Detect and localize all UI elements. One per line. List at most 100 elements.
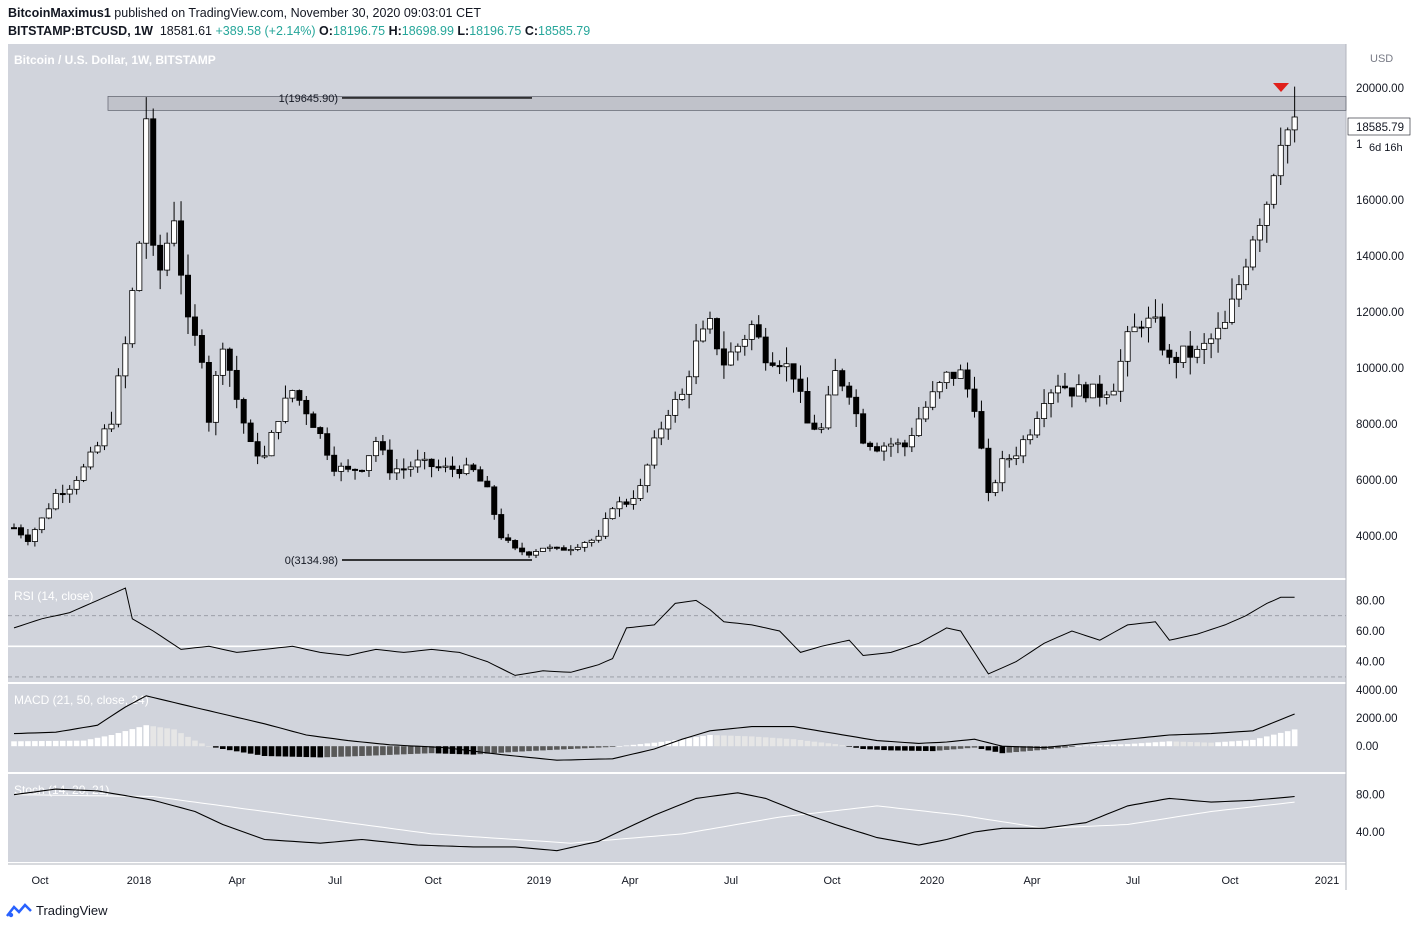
price-tick-label: 6000.00 <box>1356 475 1398 487</box>
candle-body <box>1215 327 1222 340</box>
candle-body <box>365 455 372 471</box>
candle-body <box>247 422 254 443</box>
indicator-tick-label: 2000.00 <box>1356 713 1398 725</box>
time-tick-label: Oct <box>1221 875 1238 887</box>
macd-histogram-bar <box>1277 732 1284 747</box>
macd-histogram-bar <box>484 746 491 754</box>
candle-body <box>1131 326 1138 333</box>
price-chart[interactable]: 1(19645.90) 0(3134.98) RSI (14, close) 80.… <box>0 0 1420 900</box>
candle-body <box>1096 383 1103 398</box>
candle-body <box>386 449 393 474</box>
candle-body <box>358 469 365 472</box>
candle-body <box>1048 392 1055 404</box>
macd-histogram-bar <box>1083 745 1089 747</box>
macd-histogram-bar <box>1270 734 1277 747</box>
fib-level-1-label: 1(19645.90) <box>279 93 338 105</box>
macd-histogram-bar <box>185 736 191 747</box>
macd-histogram-bar <box>1048 746 1054 749</box>
time-tick-label: 2019 <box>527 875 551 887</box>
price-tick-label: 4000.00 <box>1356 531 1398 543</box>
candle-body <box>1263 203 1270 226</box>
candle-body <box>407 466 414 470</box>
candle-body <box>24 534 31 542</box>
macd-histogram-bar <box>1166 741 1173 747</box>
macd-histogram-bar <box>888 746 894 751</box>
rsi-line <box>13 587 1295 676</box>
macd-histogram-bar <box>1222 741 1228 747</box>
macd-histogram-bar <box>11 741 17 747</box>
candle-body <box>317 427 324 435</box>
candle-body <box>978 411 985 449</box>
candle-body <box>10 527 17 530</box>
candle-body <box>881 445 888 452</box>
macd-histogram-bar <box>435 746 442 754</box>
macd-histogram-bar <box>616 746 623 747</box>
candle-body <box>686 376 693 395</box>
high-label: H: <box>388 24 402 38</box>
macd-histogram-bar <box>108 735 115 747</box>
candle-body <box>101 428 108 447</box>
macd-histogram-bar <box>1034 746 1040 751</box>
candle-body <box>901 442 908 448</box>
candle-body <box>707 318 714 330</box>
axes: Bitcoin / U.S. Dollar, 1W, BITSTAMP USD 40… <box>14 53 1411 887</box>
macd-histogram-bar <box>206 746 212 747</box>
macd-histogram-bar <box>414 746 421 754</box>
time-tick-label: Jul <box>724 875 738 887</box>
macd-histogram-bar <box>846 746 852 747</box>
candle-body <box>449 465 456 470</box>
macd-histogram-bar <box>261 746 268 756</box>
macd-histogram-bar <box>296 746 303 757</box>
candle-body <box>964 369 971 390</box>
macd-histogram-bar <box>1250 739 1256 747</box>
author-name[interactable]: BitcoinMaximus1 <box>8 6 111 20</box>
macd-histogram-bar <box>213 746 219 748</box>
candle-body <box>205 361 212 423</box>
macd-histogram-bar <box>1131 743 1138 747</box>
candle-body <box>1103 394 1110 398</box>
candle-body <box>491 486 498 515</box>
macd-histogram-bar <box>178 733 184 747</box>
candle-body <box>720 348 727 366</box>
price-tick-label: 12000.00 <box>1356 307 1404 319</box>
macd-histogram-bar <box>220 746 226 749</box>
candle-body <box>560 547 567 551</box>
candle-body <box>372 441 379 457</box>
macd-histogram-bar <box>1180 741 1187 747</box>
macd-histogram-bar <box>825 743 832 747</box>
candle-body <box>867 442 874 447</box>
macd-histogram-bar <box>324 746 330 758</box>
macd-histogram-bar <box>547 746 553 751</box>
macd-histogram-bar <box>1291 729 1298 747</box>
macd-histogram-bar <box>595 746 602 748</box>
indicator-label: RSI (14, close) <box>14 589 93 603</box>
candle-body <box>936 382 943 393</box>
candle-body <box>1061 385 1068 389</box>
candle-body <box>129 290 136 345</box>
candle-body <box>338 465 345 472</box>
footer[interactable]: TradingView <box>6 902 108 918</box>
macd-histogram-bar <box>87 739 94 747</box>
candle-body <box>1089 383 1096 399</box>
macd-histogram-bar <box>1138 743 1145 747</box>
macd-histogram-bar <box>561 746 567 750</box>
macd-histogram-bar <box>999 746 1006 754</box>
macd-histogram-bar <box>1062 746 1068 748</box>
candle-body <box>393 468 400 474</box>
macd-histogram-bar <box>748 736 755 747</box>
candle-body <box>38 517 45 531</box>
candle-body <box>1006 458 1013 461</box>
macd-histogram-bar <box>714 735 720 747</box>
macd-histogram-bar <box>1117 744 1124 747</box>
macd-histogram-bar <box>331 746 337 757</box>
macd-histogram-bar <box>282 746 289 757</box>
macd-histogram-bar <box>268 746 275 757</box>
macd-histogram-bar <box>769 737 776 747</box>
chart-panels <box>8 44 1420 890</box>
macd-histogram-bar <box>59 740 66 747</box>
candle-body <box>999 458 1006 484</box>
macd-histogram-bar <box>867 746 873 750</box>
macd-histogram-bar <box>936 746 943 751</box>
macd-histogram-bar <box>1110 744 1117 747</box>
candle-body <box>226 348 233 371</box>
